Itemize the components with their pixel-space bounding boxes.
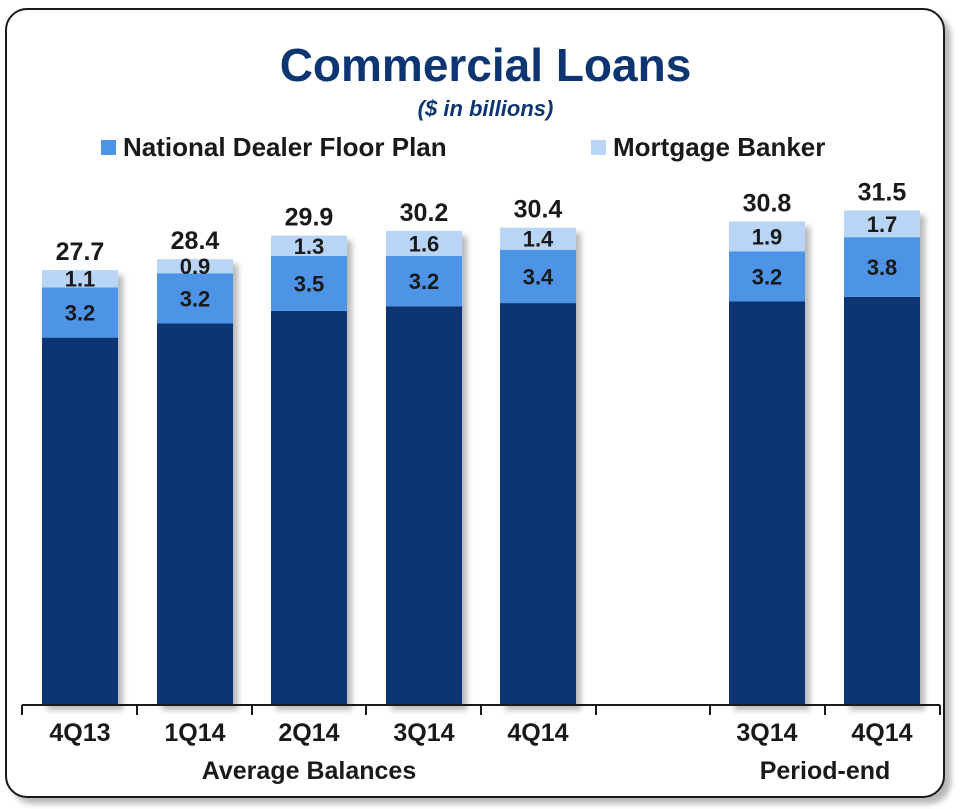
data-label-total: 30.4	[514, 196, 563, 224]
bar-segment-national-dealer	[271, 255, 347, 311]
x-tick-label: 4Q14	[851, 719, 912, 747]
data-label-national-dealer: 3.2	[752, 264, 783, 289]
bar-segment-mortgage	[157, 259, 233, 274]
bar-segment-base	[386, 306, 462, 705]
data-label-total: 30.8	[743, 189, 792, 217]
data-label-mortgage: 1.1	[65, 267, 96, 292]
data-label-mortgage: 1.4	[523, 227, 554, 252]
bar-segment-national-dealer	[844, 237, 920, 297]
legend-swatch-national-dealer	[101, 140, 116, 155]
bar-segment-mortgage	[271, 235, 347, 256]
data-label-national-dealer: 3.8	[867, 255, 898, 280]
data-label-mortgage: 1.3	[294, 234, 325, 259]
bar-segment-mortgage	[729, 221, 805, 252]
x-tick-label: 3Q14	[393, 719, 454, 747]
data-label-mortgage: 1.7	[867, 212, 898, 237]
bar-segment-mortgage	[386, 230, 462, 256]
x-tick-label: 3Q14	[736, 719, 797, 747]
x-tick-label: 4Q13	[49, 719, 110, 747]
chart-subtitle: ($ in billions)	[417, 96, 554, 121]
x-tick-label: 2Q14	[278, 719, 339, 747]
bar-segment-mortgage	[42, 270, 118, 288]
data-label-national-dealer: 3.4	[523, 264, 554, 289]
data-label-mortgage: 1.9	[752, 224, 783, 249]
legend-swatch-mortgage-banker	[591, 140, 606, 155]
bar-segment-national-dealer	[42, 287, 118, 338]
bar-segment-base	[729, 301, 805, 705]
data-label-total: 28.4	[171, 227, 220, 255]
chart-title: Commercial Loans	[279, 39, 692, 91]
legend-item-mortgage-banker: Mortgage Banker	[591, 132, 825, 163]
group-label-average-balances: Average Balances	[202, 757, 416, 785]
x-tick-label: 1Q14	[164, 719, 225, 747]
bar-segment-base	[500, 303, 576, 705]
data-label-mortgage: 1.6	[409, 231, 440, 256]
bar-segment-mortgage	[844, 210, 920, 238]
bar-segment-base	[844, 296, 920, 705]
bar-segment-mortgage	[500, 227, 576, 250]
legend-label-national-dealer: National Dealer Floor Plan	[123, 132, 447, 162]
x-tick-label: 4Q14	[507, 719, 568, 747]
data-label-total: 30.2	[400, 199, 449, 227]
data-label-total: 31.5	[858, 178, 907, 206]
legend-label-mortgage-banker: Mortgage Banker	[613, 132, 826, 162]
group-label-period-end: Period-end	[760, 757, 891, 785]
data-label-national-dealer: 3.2	[180, 286, 211, 311]
data-label-national-dealer: 3.2	[65, 301, 96, 326]
data-label-national-dealer: 3.2	[409, 269, 440, 294]
data-label-mortgage: 0.9	[180, 254, 211, 279]
bar-segment-national-dealer	[729, 251, 805, 302]
bar-segment-national-dealer	[386, 255, 462, 307]
bar-segment-national-dealer	[500, 249, 576, 304]
bar-segment-national-dealer	[157, 273, 233, 324]
bar-segment-base	[42, 337, 118, 705]
data-label-total: 29.9	[285, 204, 334, 232]
bar-segment-base	[271, 310, 347, 705]
data-label-total: 27.7	[56, 238, 105, 266]
legend-item-national-dealer: National Dealer Floor Plan	[101, 132, 447, 163]
data-label-national-dealer: 3.5	[294, 271, 325, 296]
bar-segment-base	[157, 323, 233, 705]
